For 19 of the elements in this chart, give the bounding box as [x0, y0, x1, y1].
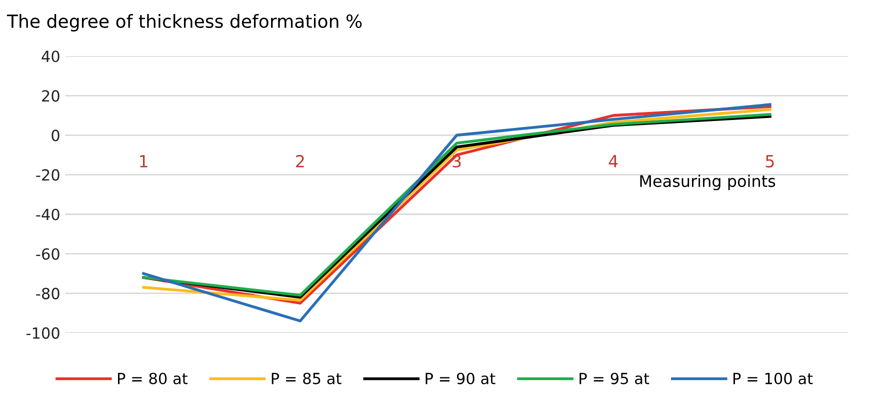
- legend-label: P = 80 at: [118, 372, 188, 384]
- x-tick-label: 1: [140, 155, 148, 168]
- x-tick-label: 2: [296, 154, 304, 168]
- y-tick-label: 0: [52, 130, 60, 142]
- legend-label: P = 90 at: [426, 372, 496, 384]
- chart-title: The degree of thickness deformation %: [6, 14, 362, 32]
- x-tick-label: 4: [608, 155, 618, 168]
- y-tick-label: -40: [36, 208, 60, 220]
- y-tick-label: 40: [42, 50, 60, 62]
- y-tick-label: -20: [36, 169, 60, 181]
- legend-label: P = 95 at: [580, 372, 650, 384]
- x-tick-label: 5: [766, 155, 774, 168]
- legend-label: P = 85 at: [272, 372, 342, 384]
- y-tick-label: -80: [36, 288, 60, 300]
- y-tick-label: -60: [36, 248, 60, 260]
- legend-label: P = 100 at: [733, 372, 813, 384]
- y-tick-label: -100: [26, 327, 60, 339]
- y-tick-label: 20: [42, 90, 60, 102]
- x-axis-title: Measuring points: [640, 174, 776, 190]
